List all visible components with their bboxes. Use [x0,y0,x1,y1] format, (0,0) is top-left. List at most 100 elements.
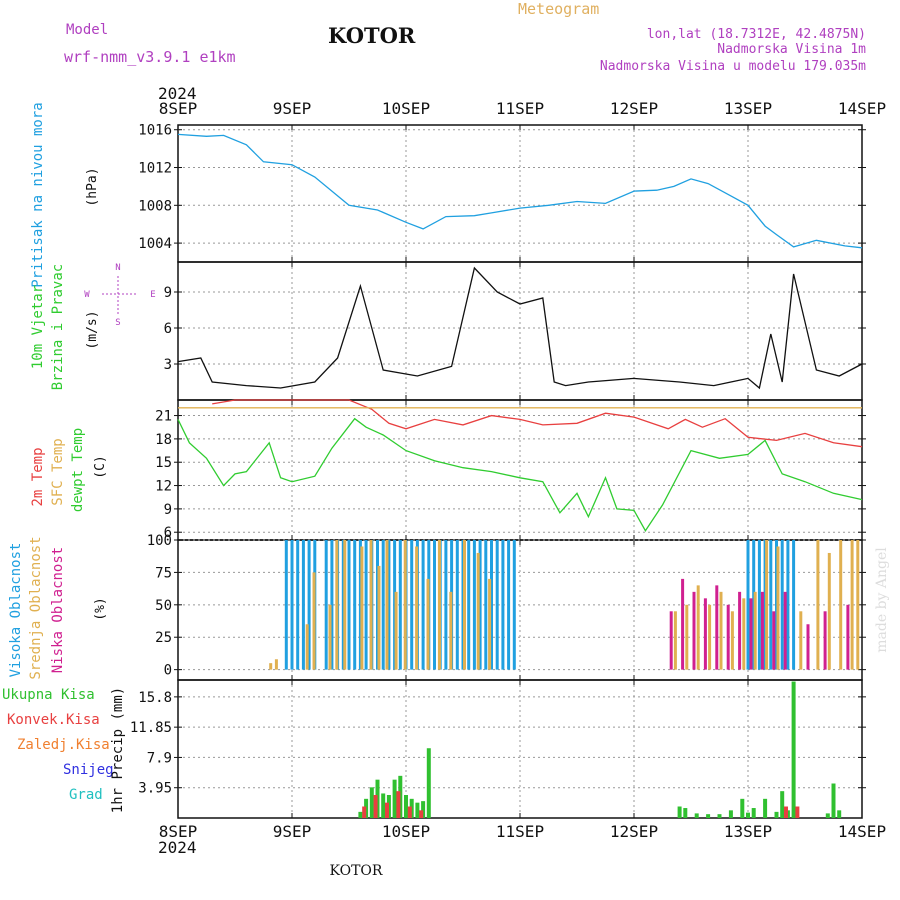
cloud-bar [681,578,685,670]
cloud-bar [369,540,373,670]
cloud-bar [786,540,790,670]
precip-bar [396,791,401,818]
sfc-ylabel: SFC Temp [50,438,66,505]
wind-series-0 [177,266,863,390]
precip-bar [419,810,424,818]
cloud-bar [806,624,810,670]
cloud-bar [783,591,787,670]
precip-bar [763,798,768,818]
cloud-bar [772,611,776,670]
compass-east: E [150,290,155,300]
cloud-bar [776,546,780,670]
cloud-bar [823,611,827,670]
cloud-bar [296,540,300,670]
model-label: Model [66,22,108,38]
cloud-bar [846,604,850,670]
y-tick-label: 3 [164,357,172,373]
y-tick-label: 12 [155,479,172,495]
cloud-bar [398,540,402,670]
temp-unit: (C) [93,455,108,478]
cloud-bar [364,540,368,670]
cloud-bar [328,604,332,670]
y-tick-label: 15 [155,455,172,471]
precip-bar [740,798,745,818]
page-title: KOTOR [328,23,416,48]
cloud-bar [387,540,391,670]
y-tick-label: 15.8 [138,690,172,706]
x-tick-label-bottom: 13SEP [724,822,772,841]
precip-bar [358,811,363,818]
pressure-series-0 [177,133,863,249]
cloud-unit: (%) [93,597,108,620]
y-tick-label: 9 [164,285,172,301]
precip-legend-item: Zaledj.Kisa [17,737,110,753]
pressure-panel: 1004 1008 1012 1016 [138,123,866,263]
cloud-bar [343,540,347,670]
x-tick-label-bottom: 9SEP [273,822,312,841]
x-tick-label-top: 14SEP [838,99,886,118]
low-cloud-ylabel: Niska Oblacnost [50,547,66,673]
cloud-bar [284,540,288,670]
x-axis-top: 8SEP 9SEP 10SEP 11SEP 12SEP 13SEP 14SEP [159,99,886,118]
x-tick-label-bottom: 11SEP [496,822,544,841]
y-tick-label: 9 [164,502,172,518]
temp-ylabel: 2m Temp [30,447,46,506]
cloud-bar [749,598,753,670]
y-tick-label: 1016 [138,123,172,139]
cloud-bar [421,540,425,670]
precip-ylabel: 1hr Precip (mm) [110,687,126,813]
cloud-bar [769,540,773,670]
cloud-bar [415,546,419,670]
precip-bar [683,808,688,818]
precip-bar [728,810,733,818]
cloud-bar [703,598,707,670]
cloud-bar [495,540,499,670]
cloud-bar [463,540,466,670]
precip-bar [362,806,367,818]
y-tick-label: 1008 [138,198,172,214]
cloud-bar [757,540,761,670]
year-bottom: 2024 [158,838,197,857]
precip-legend-item: Ukupna Kisa [2,687,95,703]
y-tick-label: 6 [164,321,172,337]
wind-unit: (m/s) [85,310,100,349]
cloud-bar [472,540,476,670]
precip-bar [783,806,788,818]
cloud-bar [490,540,493,670]
cloud-bar [385,540,389,670]
dew-ylabel: dewpt Temp [70,428,86,512]
wind-ylabel: 10m Vjetar [30,285,46,369]
x-tick-label-top: 9SEP [273,99,312,118]
precip-bar [381,793,386,818]
cloud-bar [760,591,764,670]
cloud-bar [850,540,854,670]
compass-north: N [115,263,120,273]
cloud-bar [669,611,673,670]
precip-bar [837,810,842,818]
cloud-bar [410,540,414,670]
y-tick-label: 100 [147,533,172,549]
precip-ylabel-name: 1hr Precip [110,729,126,813]
x-tick-label-bottom: 8SEP [159,822,198,841]
cloud-bar [290,540,294,670]
y-tick-label: 50 [155,598,172,614]
precip-bar [407,806,412,818]
precip-bar [774,811,779,818]
cloud-bar [742,598,746,670]
cloud-bar [792,540,796,670]
cloud-bar [377,565,381,670]
precip-panel: 3.95 7.9 11.85 15.8 [130,679,866,819]
x-tick-label-top: 10SEP [382,99,430,118]
precip-legend-item: Snijeg [63,762,114,778]
x-tick-label-top: 11SEP [496,99,544,118]
precip-bar [746,812,750,818]
meteogram-label: Meteogram [518,0,599,18]
cloud-bar [827,552,831,670]
cloud-bar [394,591,398,670]
cloud-bar [312,572,316,670]
precip-bar [415,802,420,818]
cloud-bar [708,604,712,670]
cloud-bar [746,540,750,670]
precip-bar [426,748,431,818]
